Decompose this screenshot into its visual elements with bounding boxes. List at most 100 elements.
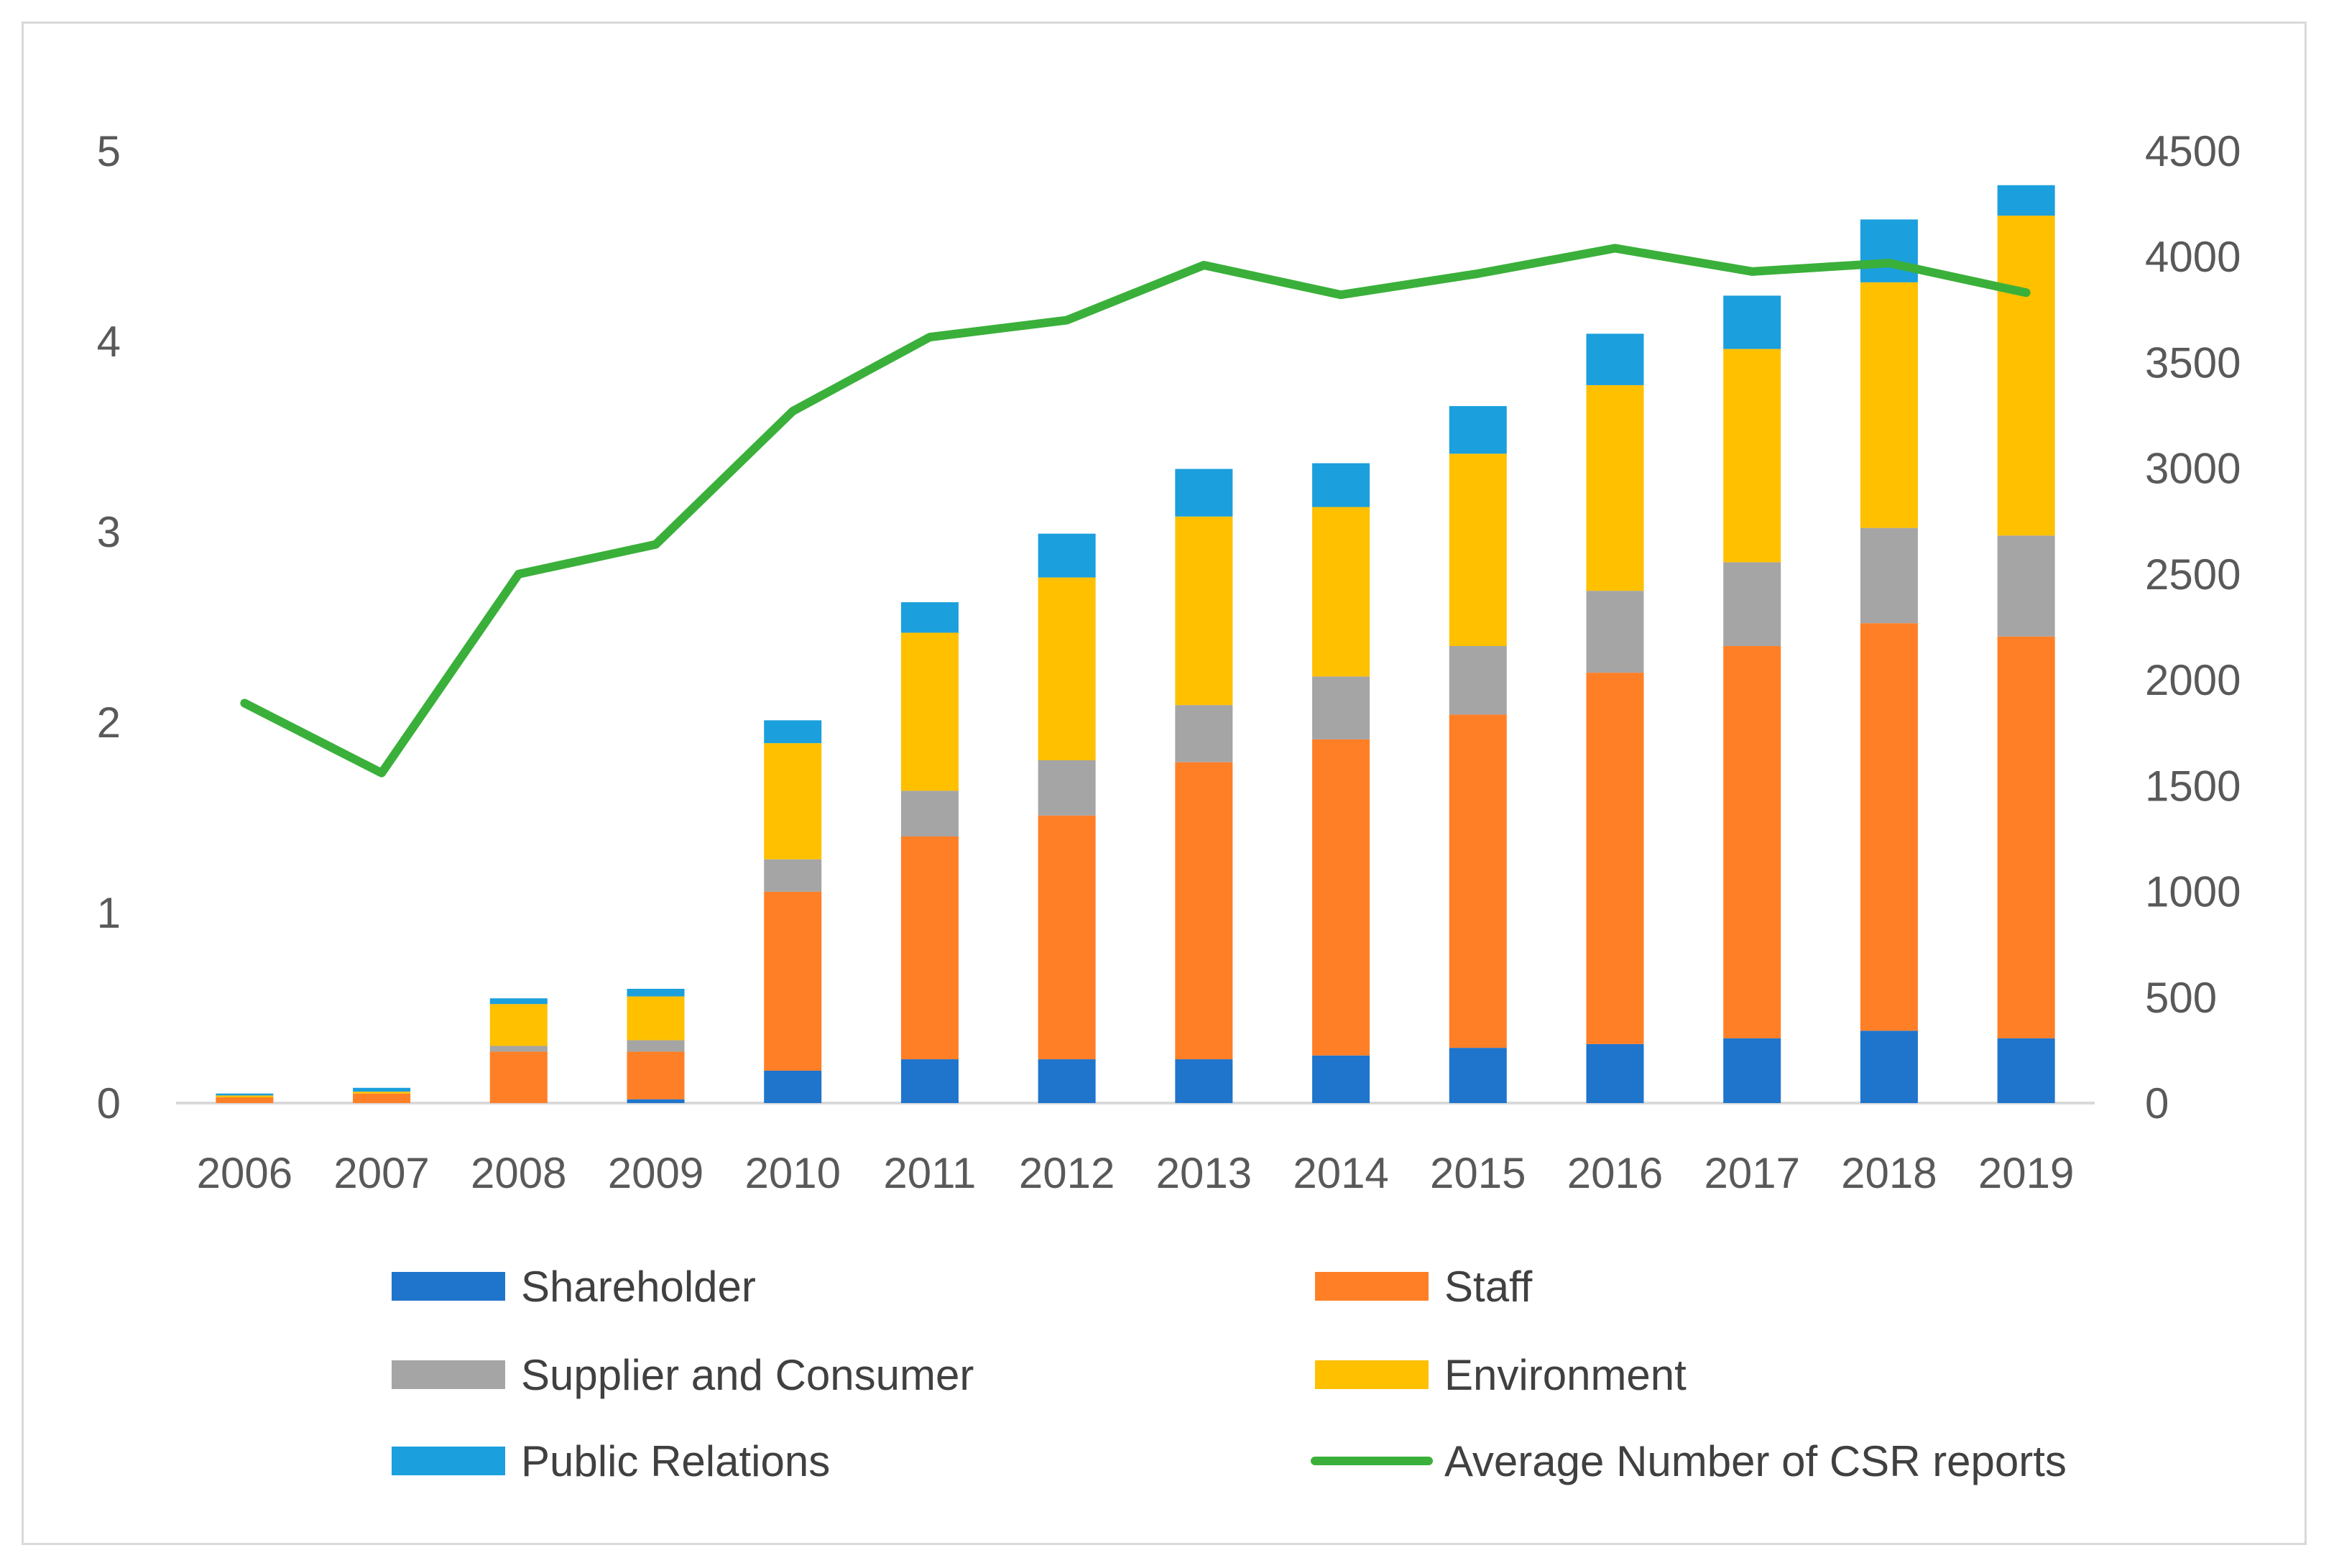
bar-segment-environment [489, 1004, 548, 1046]
bar-segment-staff [1997, 636, 2055, 1038]
bar-segment-public-relations [900, 602, 959, 633]
left-axis-tick-label: 0 [97, 1079, 121, 1127]
x-axis-tick-label: 2019 [1978, 1149, 2074, 1197]
bar-segment-shareholder [1449, 1048, 1507, 1103]
x-axis-tick-label: 2010 [744, 1149, 840, 1197]
bar-segment-environment [900, 632, 959, 791]
legend-swatch [392, 1360, 505, 1389]
right-axis-tick-label: 3000 [2145, 445, 2241, 493]
bar-segment-environment [764, 743, 822, 859]
right-axis-tick-label: 1500 [2145, 762, 2241, 810]
bar-segment-staff [489, 1051, 548, 1103]
bar-segment-shareholder [1586, 1043, 1644, 1103]
bar-segment-public-relations [216, 1093, 274, 1096]
bar-segment-public-relations [1586, 333, 1644, 385]
bar-segment-environment [1860, 282, 1918, 528]
right-axis-tick-label: 2500 [2145, 550, 2241, 599]
bar-segment-staff [1038, 815, 1096, 1060]
line-average-csr-reports [240, 244, 2031, 778]
legend: Shareholder Staff Supplier and Consumer Env… [392, 1263, 2067, 1485]
legend-swatch [392, 1272, 505, 1301]
bar-segment-public-relations [764, 720, 822, 744]
bar-segment-supplier-and-consumer [1449, 646, 1507, 715]
bar-segment-environment [1723, 349, 1781, 563]
line-series [240, 244, 2031, 778]
bar-segment-public-relations [1997, 185, 2055, 216]
bar-segment-environment [1175, 516, 1233, 706]
x-axis-tick-label: 2008 [471, 1149, 566, 1197]
left-axis-tick-label: 3 [97, 508, 121, 556]
bar-segment-public-relations [1449, 406, 1507, 454]
bar-segment-supplier-and-consumer [1175, 705, 1233, 762]
bar-segment-environment [627, 996, 685, 1041]
bar-segment-public-relations [1860, 219, 1918, 282]
x-axis-tick-label: 2018 [1841, 1149, 1937, 1197]
bar-segment-environment [1038, 577, 1096, 760]
legend-swatch [1315, 1272, 1429, 1301]
bar-segment-staff [353, 1093, 411, 1103]
x-axis-tick-label: 2009 [608, 1149, 703, 1197]
legend-label: Staff [1444, 1263, 1533, 1311]
bar-segment-shareholder [900, 1059, 959, 1103]
right-axis-tick-label: 0 [2145, 1079, 2169, 1127]
legend-swatch [392, 1447, 505, 1475]
right-axis-tick-label: 2000 [2145, 656, 2241, 704]
bars [216, 185, 2055, 1103]
bar-segment-supplier-and-consumer [1038, 760, 1096, 816]
bar-segment-supplier-and-consumer [1586, 591, 1644, 673]
bar-segment-shareholder [1860, 1030, 1918, 1103]
x-axis-tick-label: 2014 [1293, 1149, 1388, 1197]
bar-segment-shareholder [1723, 1038, 1781, 1103]
x-axis-tick-label: 2006 [197, 1149, 292, 1197]
bar-segment-staff [1312, 739, 1370, 1056]
x-axis-tick-label: 2012 [1019, 1149, 1115, 1197]
bar-segment-staff [627, 1051, 685, 1099]
legend-label: Environment [1444, 1351, 1687, 1399]
bar-segment-supplier-and-consumer [1860, 527, 1918, 624]
bar-segment-supplier-and-consumer [1997, 535, 2055, 637]
bar-segment-shareholder [764, 1070, 822, 1103]
bar-segment-staff [216, 1097, 274, 1103]
bar-segment-public-relations [1723, 295, 1781, 349]
right-axis-tick-label: 4500 [2145, 127, 2241, 175]
left-axis-tick-label: 1 [97, 889, 121, 937]
bar-segment-staff [1860, 623, 1918, 1031]
bar-segment-staff [1175, 762, 1233, 1060]
bar-segment-public-relations [1038, 533, 1096, 578]
x-axis-tick-label: 2007 [333, 1149, 429, 1197]
left-axis-tick-label: 5 [97, 127, 121, 175]
right-axis: 0 500 1000 1500 2000 2500 3000 3500 4000 4500 [2145, 127, 2241, 1127]
bar-segment-staff [764, 891, 822, 1071]
bar-segment-public-relations [353, 1087, 411, 1092]
left-axis-tick-label: 2 [97, 698, 121, 747]
bar-segment-shareholder [1175, 1059, 1233, 1103]
bar-segment-public-relations [1175, 469, 1233, 517]
legend-label: Average Number of CSR reports [1444, 1437, 2067, 1485]
bar-segment-shareholder [627, 1099, 685, 1103]
bar-segment-supplier-and-consumer [489, 1046, 548, 1052]
bar-segment-staff [1723, 646, 1781, 1038]
legend-label: Shareholder [521, 1263, 756, 1311]
x-axis-tick-label: 2011 [883, 1149, 976, 1197]
legend-swatch [1315, 1360, 1429, 1389]
left-axis: 0 1 2 3 4 5 [97, 127, 121, 1127]
right-axis-tick-label: 1000 [2145, 868, 2241, 916]
bar-segment-shareholder [1997, 1038, 2055, 1103]
bar-segment-environment [1449, 453, 1507, 646]
left-axis-tick-label: 4 [97, 318, 121, 366]
x-axis-tick-label: 2017 [1704, 1149, 1799, 1197]
right-axis-tick-label: 3500 [2145, 338, 2241, 387]
x-axis: 2006 2007 2008 2009 2010 2011 2012 2013 2014 2015… [197, 1149, 2075, 1197]
legend-label: Public Relations [521, 1437, 830, 1485]
bar-segment-environment [216, 1095, 274, 1098]
bar-segment-supplier-and-consumer [627, 1040, 685, 1052]
bar-segment-supplier-and-consumer [900, 790, 959, 836]
bar-segment-staff [1586, 673, 1644, 1044]
right-axis-tick-label: 4000 [2145, 233, 2241, 281]
bar-segment-shareholder [1312, 1055, 1370, 1103]
bar-segment-environment [1586, 384, 1644, 591]
x-axis-tick-label: 2015 [1430, 1149, 1526, 1197]
legend-label: Supplier and Consumer [521, 1351, 974, 1399]
bar-segment-environment [353, 1092, 411, 1094]
